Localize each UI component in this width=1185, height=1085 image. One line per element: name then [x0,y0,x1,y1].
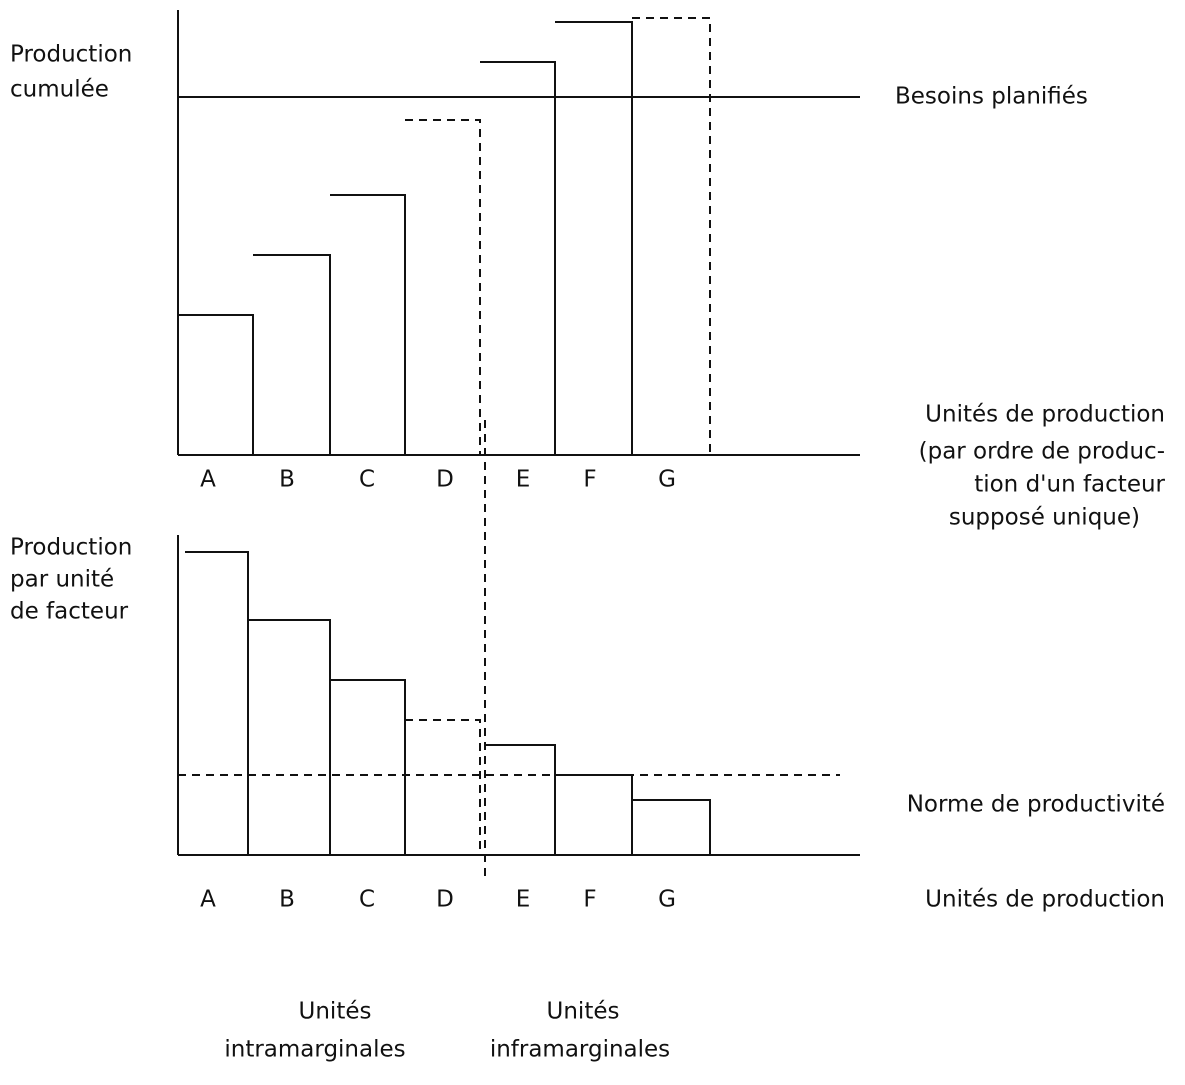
label: de facteur [10,599,129,625]
label: tion d'un facteur [974,472,1165,498]
category-label: C [359,467,375,493]
category-label: B [279,467,295,493]
group-label: intramarginales [224,1037,405,1063]
label: Production [10,42,132,68]
category-label: F [583,467,596,493]
category-label: F [583,887,596,913]
label: Production [10,535,132,561]
bottom-chart [177,535,860,856]
label: Unités de production [925,887,1165,913]
productivity-steps [185,551,711,855]
category-label: G [658,887,676,913]
cumulative-steps-dashed [405,17,711,455]
group-label: inframarginales [490,1037,670,1063]
category-label: G [658,467,676,493]
category-label: C [359,887,375,913]
category-label: E [516,467,531,493]
label: Norme de productivité [907,792,1165,818]
group-label: Unités [547,999,620,1025]
productivity-steps-dashed [405,719,481,855]
label: Unités de production [925,402,1165,428]
category-label: D [436,887,454,913]
category-label: B [279,887,295,913]
category-label: A [200,887,216,913]
top-chart [177,10,860,456]
label: (par ordre de produc- [919,439,1165,465]
label: cumulée [10,77,109,103]
category-label: A [200,467,216,493]
category-label: E [516,887,531,913]
label: supposé unique) [949,505,1140,531]
category-label: D [436,467,454,493]
label: Besoins planifiés [895,84,1088,110]
cumulative-steps [178,21,633,455]
group-label: Unités [299,999,372,1025]
label: par unité [10,567,114,593]
